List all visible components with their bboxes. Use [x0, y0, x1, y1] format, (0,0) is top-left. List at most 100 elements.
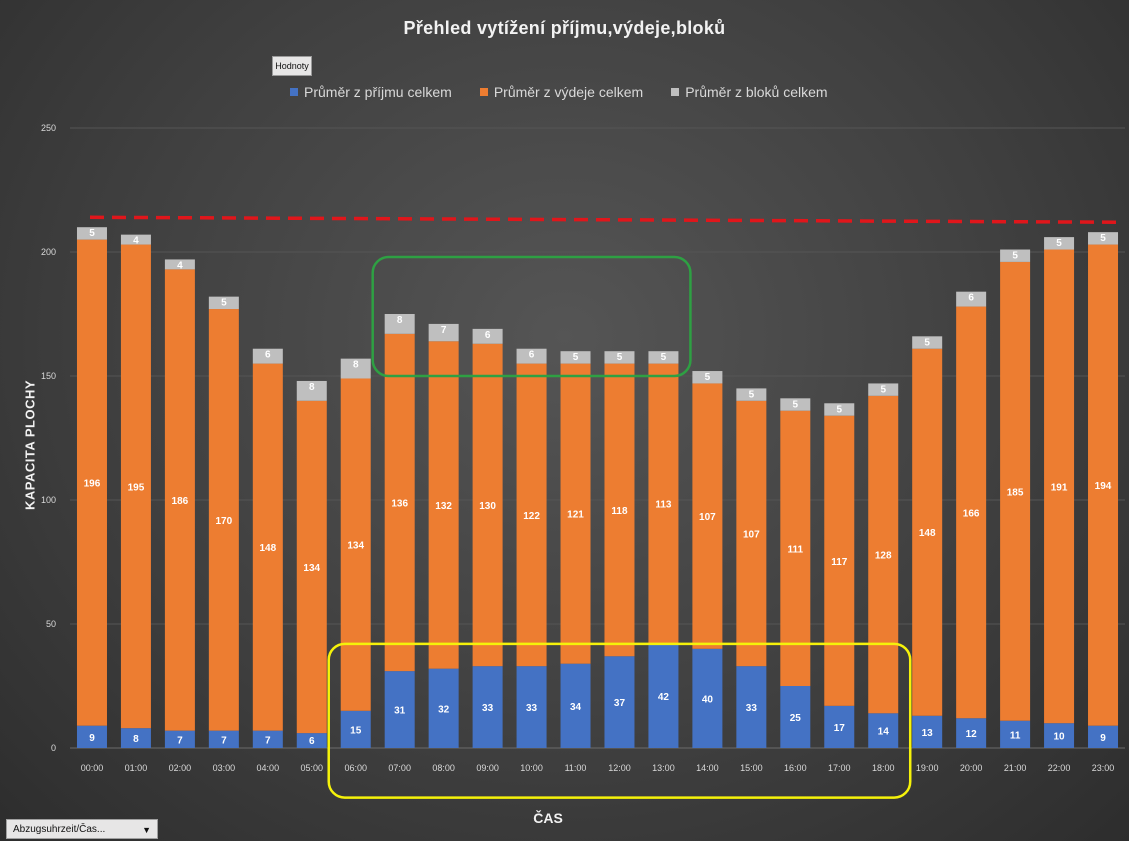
data-label-receipt: 42: [658, 692, 670, 703]
bar-segment-dispatch: [296, 400, 327, 734]
data-label-dispatch: 128: [875, 551, 892, 562]
x-tick-label: 12:00: [608, 763, 631, 773]
data-label-receipt: 31: [394, 706, 406, 717]
legend-swatch-dispatch: [479, 88, 488, 96]
data-label-dispatch: 118: [611, 506, 628, 517]
bar-segment-receipt: [384, 671, 415, 748]
data-label-receipt: 9: [89, 733, 95, 744]
bar-segment-receipt: [780, 686, 811, 748]
data-label-dispatch: 134: [303, 563, 320, 574]
x-tick-label: 19:00: [916, 763, 939, 773]
data-label-blocks: 5: [793, 399, 799, 410]
x-tick-label: 15:00: [740, 763, 763, 773]
bar-segment-receipt: [1000, 720, 1031, 748]
bar-segment-blocks: [604, 351, 635, 364]
data-label-dispatch: 186: [172, 496, 189, 507]
bar-segment-blocks: [1088, 232, 1119, 245]
legend-label-receipt: Průměr z příjmu celkem: [304, 84, 452, 100]
data-label-dispatch: 117: [831, 557, 848, 568]
x-tick-label: 04:00: [257, 763, 280, 773]
legend-swatch-blocks: [671, 88, 680, 96]
bar-segment-blocks: [208, 296, 239, 310]
bar-segment-receipt: [164, 730, 195, 748]
bar-segment-receipt: [428, 668, 459, 748]
data-label-receipt: 15: [350, 725, 362, 736]
bar-segment-receipt: [296, 733, 327, 748]
y-tick-label: 0: [51, 743, 56, 753]
legend-label-blocks: Průměr z bloků celkem: [685, 84, 828, 100]
data-label-dispatch: 113: [655, 500, 672, 511]
bar-segment-blocks: [516, 348, 547, 364]
data-label-dispatch: 166: [963, 508, 980, 519]
bar-segment-blocks: [428, 323, 459, 342]
field-filter-dropdown[interactable]: Abzugsuhrzeit/Čas... ▼: [6, 819, 158, 839]
data-label-dispatch: 136: [391, 498, 408, 509]
bar-segment-receipt: [208, 730, 239, 748]
bar-segment-receipt: [692, 648, 723, 748]
bar-segment-blocks: [648, 351, 679, 364]
bar-segment-blocks: [824, 403, 855, 416]
bar-segment-receipt: [76, 725, 107, 748]
x-tick-label: 02:00: [169, 763, 192, 773]
bar-segment-blocks: [780, 398, 811, 411]
values-field-button[interactable]: Hodnoty: [272, 56, 312, 76]
data-label-receipt: 9: [1100, 733, 1106, 744]
bar-segment-receipt: [912, 715, 943, 748]
data-label-dispatch: 107: [743, 529, 760, 540]
y-axis-title: KAPACITA PLOCHY: [22, 379, 38, 511]
data-label-receipt: 25: [790, 713, 802, 724]
bar-segment-dispatch: [1000, 261, 1031, 721]
bar-segment-receipt: [736, 666, 767, 748]
data-label-receipt: 7: [221, 735, 227, 746]
data-label-blocks: 5: [880, 384, 886, 395]
bar-segment-receipt: [516, 666, 547, 748]
data-label-receipt: 17: [834, 723, 846, 734]
bar-segment-dispatch: [252, 363, 283, 731]
chevron-down-icon[interactable]: ▼: [142, 825, 151, 835]
bar-segment-blocks: [560, 351, 591, 364]
chart-title: Přehled vytížení příjmu,výdeje,bloků: [403, 18, 726, 38]
data-label-dispatch: 132: [435, 501, 452, 512]
data-label-blocks: 5: [221, 298, 227, 309]
highlight-box-yellow: [327, 642, 912, 799]
bar-segment-dispatch: [560, 363, 591, 664]
data-label-blocks: 5: [1100, 233, 1106, 244]
bar-segment-dispatch: [868, 395, 899, 714]
bar-segment-receipt: [1044, 723, 1075, 748]
bar-segment-receipt: [560, 663, 591, 748]
field-filter-label: Abzugsuhrzeit/Čas...: [13, 824, 106, 835]
legend-item-blocks: Průměr z bloků celkem: [671, 84, 828, 100]
legend-label-dispatch: Průměr z výdeje celkem: [493, 84, 644, 100]
bar-segment-dispatch: [472, 343, 503, 667]
data-label-blocks: 4: [177, 260, 183, 271]
data-label-receipt: 33: [526, 703, 538, 714]
y-tick-label: 150: [41, 371, 56, 381]
bar-segment-dispatch: [956, 306, 987, 719]
bar-segment-receipt: [1088, 725, 1119, 748]
bar-segment-dispatch: [780, 410, 811, 686]
bar-segment-blocks: [252, 348, 283, 364]
bar-segment-dispatch: [824, 415, 855, 706]
x-tick-label: 06:00: [344, 763, 367, 773]
x-tick-label: 16:00: [784, 763, 807, 773]
bar-segment-receipt: [648, 643, 679, 748]
bar-segment-dispatch: [120, 244, 151, 729]
bar-segment-receipt: [120, 728, 151, 748]
bar-segment-dispatch: [692, 383, 723, 649]
data-label-blocks: 5: [836, 404, 842, 415]
bar-segment-dispatch: [384, 333, 415, 672]
data-label-receipt: 10: [1054, 732, 1066, 743]
bar-segment-receipt: [252, 730, 283, 748]
bar-segment-blocks: [736, 388, 767, 401]
bar-segment-blocks: [1000, 249, 1031, 262]
y-tick-label: 100: [41, 495, 56, 505]
data-label-dispatch: 130: [479, 501, 496, 512]
bar-segment-blocks: [76, 227, 107, 240]
data-label-blocks: 6: [485, 330, 491, 341]
data-label-blocks: 5: [1056, 238, 1062, 249]
data-label-blocks: 6: [968, 293, 974, 304]
data-label-dispatch: 134: [347, 541, 364, 552]
bar-segment-blocks: [120, 234, 151, 245]
data-label-blocks: 8: [353, 360, 359, 371]
